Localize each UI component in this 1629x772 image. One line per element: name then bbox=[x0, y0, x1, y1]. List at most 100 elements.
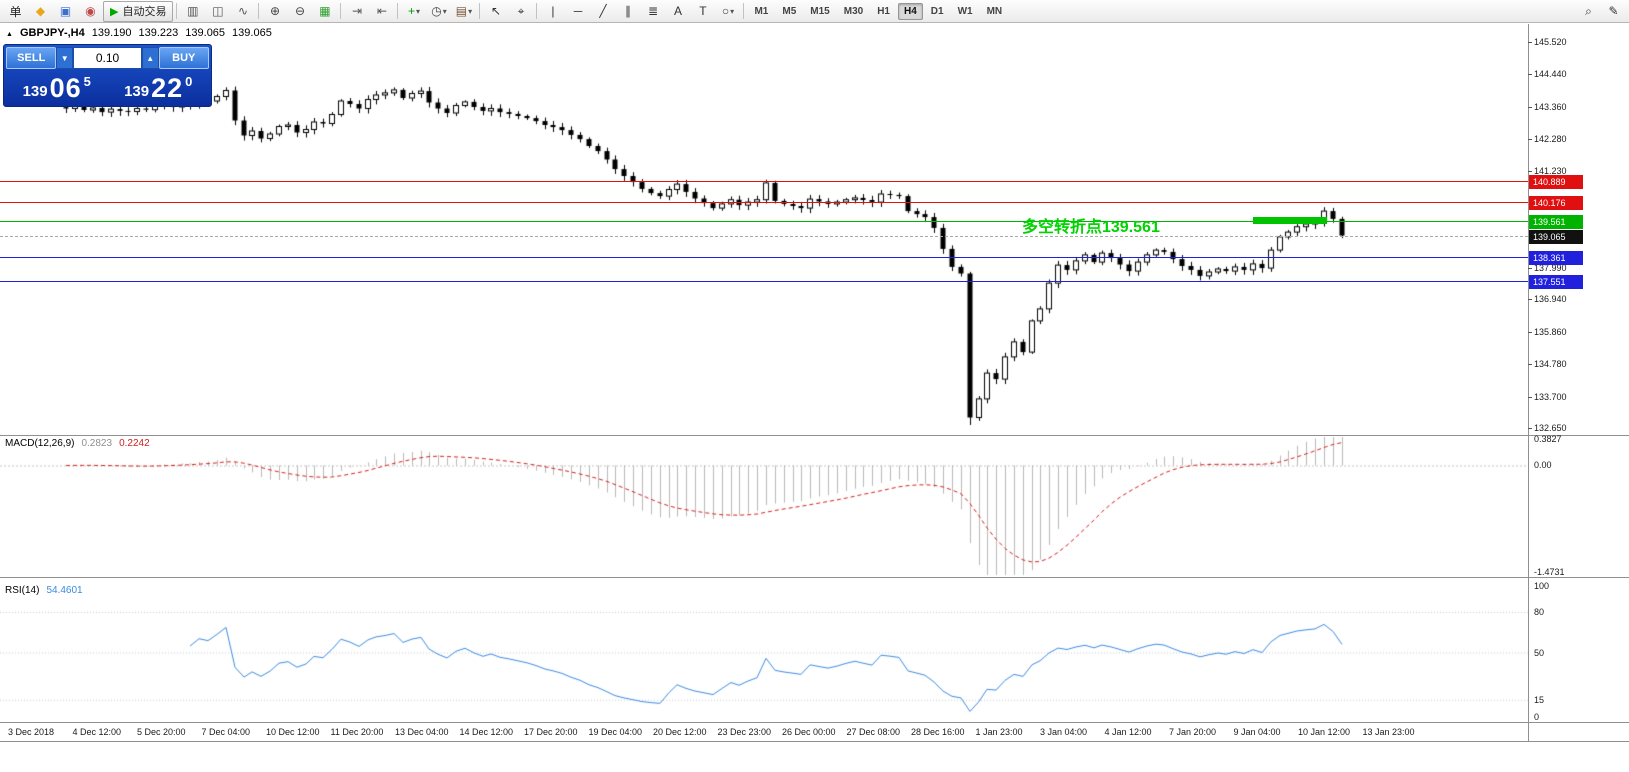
timeframe-m5-button[interactable]: M5 bbox=[782, 5, 797, 17]
shapes-icon-glyph: ○ bbox=[721, 4, 730, 18]
horizontal-line-icon[interactable]: ─ bbox=[565, 1, 590, 22]
crosshair-icon[interactable]: ⌖ bbox=[508, 1, 533, 22]
timeframe-m30-button[interactable]: M30 bbox=[843, 5, 864, 17]
zoom-in-icon[interactable]: ⊕ bbox=[262, 1, 287, 22]
buy-price-big: 22 bbox=[151, 73, 184, 103]
profiles-icon-glyph: ▣ bbox=[59, 4, 72, 18]
turning-point-segment[interactable] bbox=[1253, 217, 1327, 224]
price-axis-tick bbox=[1528, 41, 1532, 43]
price-axis-label: 134.780 bbox=[1534, 359, 1567, 370]
price-axis-label: 144.440 bbox=[1534, 69, 1567, 80]
current-price-badge: 139.065 bbox=[1529, 229, 1583, 244]
buy-price-button[interactable]: 139 22 0 bbox=[108, 69, 210, 104]
orders-icon[interactable]: 单 bbox=[3, 1, 28, 22]
candlestick-chart-type-icon[interactable]: ◫ bbox=[205, 1, 230, 22]
indicators-icon[interactable]: + ▾ bbox=[401, 1, 426, 22]
zoom-out-icon-glyph: ⊖ bbox=[294, 4, 305, 18]
fibonacci-icon[interactable]: ≣ bbox=[640, 1, 665, 22]
sell-price-prefix: 139 bbox=[22, 83, 48, 100]
new-order-icon[interactable]: ◆ bbox=[28, 1, 53, 22]
macd-scale-zero: 0.00 bbox=[1534, 460, 1552, 471]
channel-icon[interactable]: ∥ bbox=[615, 1, 640, 22]
horizontal-line-object[interactable] bbox=[0, 256, 1528, 258]
fibonacci-icon-glyph: ≣ bbox=[647, 4, 658, 18]
annotation-text[interactable]: 多空转折点139.561 bbox=[1022, 219, 1160, 236]
price-axis-label: 143.360 bbox=[1534, 101, 1567, 112]
text-icon[interactable]: A bbox=[665, 1, 690, 22]
time-axis-label: 10 Jan 12:00 bbox=[1298, 727, 1351, 737]
chart-shift-icon[interactable]: ⇤ bbox=[369, 1, 394, 22]
price-axis-label: 137.990 bbox=[1534, 262, 1567, 273]
timeframe-m1-button[interactable]: M1 bbox=[754, 5, 769, 17]
pane-separator bbox=[0, 741, 1629, 742]
time-axis-label: 23 Dec 23:00 bbox=[717, 727, 772, 737]
rsi-label-row: RSI(14) 54.4601 bbox=[5, 585, 83, 596]
tile-windows-icon[interactable]: ▦ bbox=[312, 1, 337, 22]
auto-scroll-icon[interactable]: ⇥ bbox=[344, 1, 369, 22]
sell-price-button[interactable]: 139 06 5 bbox=[6, 69, 108, 104]
rsi-scale-label: 0 bbox=[1534, 712, 1540, 722]
shapes-icon[interactable]: ○ ▾ bbox=[715, 1, 740, 22]
indicators-icon-glyph: + bbox=[407, 4, 415, 18]
label-icon[interactable]: T bbox=[690, 1, 715, 22]
toolbar-separator bbox=[258, 3, 260, 19]
price-axis-label: 142.280 bbox=[1534, 134, 1567, 145]
auto-trading-label: 自动交易 bbox=[122, 6, 167, 18]
volume-increase-button[interactable]: ▲ bbox=[142, 47, 159, 69]
toolbar-separator bbox=[536, 3, 538, 19]
sell-button[interactable]: SELL bbox=[6, 47, 57, 69]
timeframe-w1-button[interactable]: W1 bbox=[957, 5, 973, 17]
templates-icon[interactable]: ▤ ▾ bbox=[451, 1, 476, 22]
price-line-badge: 140.176 bbox=[1529, 196, 1583, 211]
axis-separator[interactable] bbox=[1528, 24, 1529, 742]
horizontal-line-object[interactable] bbox=[0, 280, 1528, 282]
cursor-icon[interactable]: ↖ bbox=[483, 1, 508, 22]
profiles-icon[interactable]: ▣ bbox=[53, 1, 78, 22]
timeframe-d1-button[interactable]: D1 bbox=[930, 5, 944, 17]
bar-chart-type-icon[interactable]: ▥ bbox=[180, 1, 205, 22]
rsi-scale-label: 80 bbox=[1534, 607, 1545, 617]
price-axis-label: 145.520 bbox=[1534, 36, 1567, 47]
pane-separator[interactable] bbox=[0, 435, 1629, 436]
macd-label-row: MACD(12,26,9) 0.2823 0.2242 bbox=[5, 438, 150, 449]
horizontal-line-object[interactable] bbox=[0, 180, 1528, 182]
horizontal-line-object[interactable] bbox=[0, 220, 1528, 222]
search-icon[interactable]: ⌕ bbox=[1576, 1, 1601, 22]
time-axis-label: 27 Dec 08:00 bbox=[846, 727, 901, 737]
time-axis-label: 7 Dec 04:00 bbox=[201, 727, 251, 737]
label-icon-glyph: T bbox=[699, 4, 707, 18]
trendline-icon[interactable]: ╱ bbox=[590, 1, 615, 22]
pane-separator[interactable] bbox=[0, 577, 1629, 578]
rsi-scale-label: 50 bbox=[1534, 647, 1545, 658]
periods-icon[interactable]: ◷ ▾ bbox=[426, 1, 451, 22]
time-axis-label: 10 Dec 12:00 bbox=[266, 727, 320, 737]
timeframe-h1-button[interactable]: H1 bbox=[877, 5, 890, 17]
chart-shift-icon-glyph: ⇤ bbox=[376, 4, 387, 18]
buy-button[interactable]: BUY bbox=[158, 47, 209, 69]
search-icon-glyph: ⌕ bbox=[1585, 3, 1592, 18]
volume-decrease-button[interactable]: ▼ bbox=[56, 47, 73, 69]
line-chart-type-icon[interactable]: ∿ bbox=[230, 1, 255, 22]
auto-trading-button[interactable]: ▶ 自动交易 bbox=[103, 0, 174, 22]
volume-input[interactable] bbox=[73, 47, 142, 69]
sell-price-sup: 5 bbox=[83, 74, 91, 89]
vertical-line-icon[interactable]: | bbox=[540, 1, 565, 22]
price-axis[interactable] bbox=[1529, 24, 1629, 741]
market-watch-icon[interactable]: ◉ bbox=[78, 1, 103, 22]
time-axis-label: 11 Dec 20:00 bbox=[330, 727, 384, 737]
edit-icon-glyph: ✎ bbox=[1608, 4, 1619, 18]
price-axis-label: 132.650 bbox=[1534, 423, 1567, 433]
timeframe-m15-button[interactable]: M15 bbox=[810, 5, 830, 17]
horizontal-line-object[interactable] bbox=[0, 202, 1528, 204]
timeframe-h4-button[interactable]: H4 bbox=[897, 2, 923, 20]
zoom-in-icon-glyph: ⊕ bbox=[269, 4, 280, 18]
market-watch-icon-glyph: ◉ bbox=[85, 4, 96, 18]
price-axis-tick bbox=[1528, 299, 1532, 301]
tile-windows-icon-glyph: ▦ bbox=[319, 4, 331, 18]
templates-icon-glyph: ▤ bbox=[455, 4, 468, 18]
timeframe-mn-button[interactable]: MN bbox=[986, 5, 1003, 17]
zoom-out-icon[interactable]: ⊖ bbox=[287, 1, 312, 22]
chevron-down-icon: ▾ bbox=[730, 6, 735, 16]
edit-icon[interactable]: ✎ bbox=[1601, 1, 1626, 22]
